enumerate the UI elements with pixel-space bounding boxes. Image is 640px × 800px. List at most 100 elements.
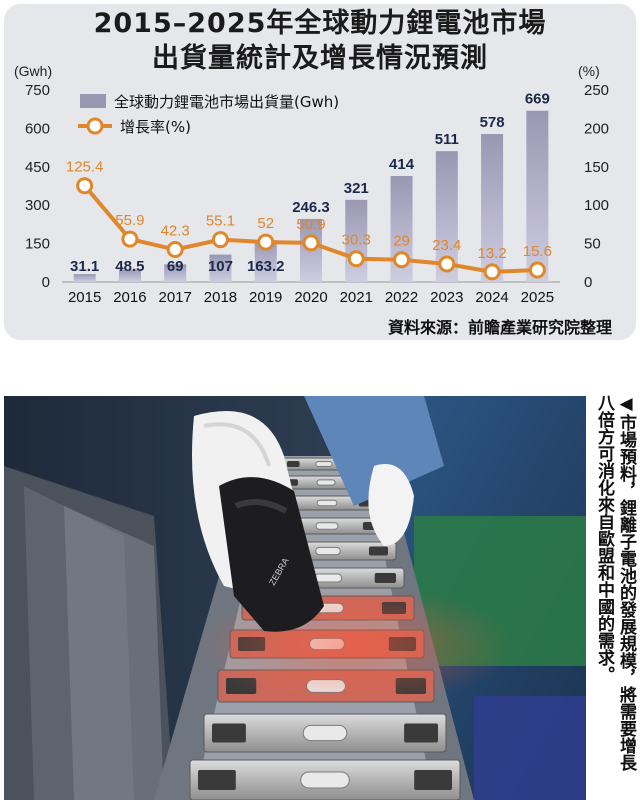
bar-value-label: 69	[167, 258, 184, 275]
bar-2017	[164, 264, 187, 282]
growth-value-label: 13.2	[477, 245, 506, 262]
growth-value-label: 50.9	[296, 216, 325, 233]
bar-2018	[209, 254, 232, 282]
legend-bar-swatch	[80, 94, 106, 108]
growth-value-label: 30.3	[342, 232, 371, 249]
growth-point-2022	[393, 251, 411, 269]
battery-production-photo: ZEBRA	[4, 396, 586, 800]
battery-terminal	[212, 723, 246, 743]
bar-2023	[435, 151, 458, 282]
chart-title: 2015–2025年全球動力鋰電池市場 出貨量統計及增長情況預測	[0, 6, 640, 76]
chart-title-line1: 2015–2025年全球動力鋰電池市場	[93, 8, 547, 39]
right-tick-label: 0	[584, 274, 592, 291]
growth-point-2021	[347, 250, 365, 268]
battery-vent	[300, 771, 350, 789]
growth-value-label: 125.4	[66, 159, 104, 176]
growth-value-label: 52	[257, 215, 274, 232]
left-tick-label: 600	[25, 120, 50, 137]
growth-value-labels: 125.4 55.9 42.3 55.1 52 50.9 30.3 29 23.4 13.2 15.…	[66, 159, 552, 262]
right-tick-label: 150	[584, 159, 609, 176]
legend-line-marker	[86, 117, 104, 135]
right-tick-label: 250	[584, 82, 609, 99]
battery-vent	[313, 573, 343, 583]
left-tick-label: 0	[42, 274, 50, 291]
bar-value-label: 246.3	[292, 199, 330, 216]
battery-terminal	[198, 770, 236, 790]
right-axis-unit: (%)	[578, 63, 600, 79]
x-tick-label: 2018	[204, 289, 237, 306]
bar-value-label: 48.5	[115, 258, 144, 275]
left-axis-unit: (Gwh)	[14, 63, 52, 79]
growth-point-2020	[302, 234, 320, 252]
battery-vent	[315, 461, 333, 467]
battery-cell	[203, 713, 447, 753]
left-axis-ticks: 750 600 450 300 150 0	[25, 82, 50, 291]
growth-point-2016	[121, 230, 139, 248]
growth-point-2017	[166, 241, 184, 259]
growth-value-label: 29	[393, 233, 410, 250]
bar-value-label: 321	[344, 180, 369, 197]
x-tick-label: 2021	[340, 289, 373, 306]
photo-caption: ◀市場預料，鋰離子電池的發展規模，將需要增長 八倍方可消化來自歐盟和中國的需求。	[593, 394, 639, 800]
battery-cell	[189, 759, 461, 800]
growth-value-label: 15.6	[523, 243, 552, 260]
bar-value-label: 163.2	[247, 258, 285, 275]
bar-value-label: 578	[480, 114, 505, 131]
legend-line-label: 增長率(%)	[120, 118, 191, 136]
caption-column-2: 八倍方可消化來自歐盟和中國的需求。	[594, 394, 614, 683]
bar-2024	[481, 134, 504, 282]
x-tick-label: 2020	[294, 289, 327, 306]
barcode-scanner: ZEBRA	[219, 477, 324, 632]
bar-value-label: 31.1	[70, 258, 99, 275]
battery-terminal	[368, 546, 388, 556]
bar-2025	[526, 110, 549, 283]
battery-terminal	[374, 573, 396, 583]
worker-arm	[304, 396, 444, 546]
caption-column-1: ◀市場預料，鋰離子電池的發展規模，將需要增長	[616, 394, 636, 771]
growth-value-label: 23.4	[432, 237, 461, 254]
legend: 全球動力鋰電池市場出貨量(Gwh) 增長率(%)	[78, 93, 339, 136]
chart-title-line2: 出貨量統計及增長情況預測	[152, 43, 488, 74]
bar-2016	[118, 269, 141, 282]
growth-value-label: 42.3	[161, 223, 190, 240]
left-tick-label: 450	[25, 159, 50, 176]
x-tick-label: 2016	[113, 289, 146, 306]
source-note: 資料來源：前瞻產業研究院整理	[387, 318, 612, 337]
left-tick-label: 300	[25, 197, 50, 214]
left-tick-label: 150	[25, 236, 50, 253]
battery-vent	[302, 724, 348, 742]
x-tick-label: 2023	[430, 289, 463, 306]
battery-vent	[316, 479, 336, 486]
growth-value-label: 55.1	[206, 213, 235, 230]
battery-terminal	[414, 770, 452, 790]
growth-point-2015	[76, 177, 94, 195]
right-tick-label: 100	[584, 197, 609, 214]
bar-value-label: 669	[525, 91, 550, 108]
battery-vent	[315, 522, 339, 530]
bar-value-label: 414	[389, 156, 415, 173]
bar-2019	[254, 240, 277, 282]
growth-point-2024	[483, 263, 501, 281]
x-tick-label: 2024	[475, 289, 508, 306]
bar-2015	[73, 274, 96, 282]
right-axis-ticks: 250 200 150 100 50 0	[584, 82, 609, 291]
combo-chart: (Gwh) (%) 750 600 450 300 150 0 250 200 150 100 5…	[14, 63, 609, 306]
growth-point-2018	[211, 231, 229, 249]
battery-vent	[315, 546, 341, 556]
left-rollers	[4, 466, 174, 800]
legend-bar-label: 全球動力鋰電池市場出貨量(Gwh)	[114, 93, 339, 111]
x-tick-label: 2025	[521, 289, 554, 306]
x-tick-label: 2019	[249, 289, 282, 306]
battery-vent	[316, 499, 338, 507]
x-tick-label: 2015	[68, 289, 101, 306]
x-tick-label: 2022	[385, 289, 418, 306]
right-tick-label: 50	[584, 236, 601, 253]
growth-point-2019	[257, 233, 275, 251]
growth-point-2025	[528, 261, 546, 279]
x-axis-labels: 2015 2016 2017 2018 2019 2020 2021 2022 2023 2024…	[68, 289, 554, 306]
bar-value-label: 511	[435, 131, 459, 148]
growth-value-label: 55.9	[115, 212, 144, 229]
left-tick-label: 750	[25, 82, 50, 99]
x-tick-label: 2017	[158, 289, 191, 306]
battery-terminal	[404, 723, 438, 743]
